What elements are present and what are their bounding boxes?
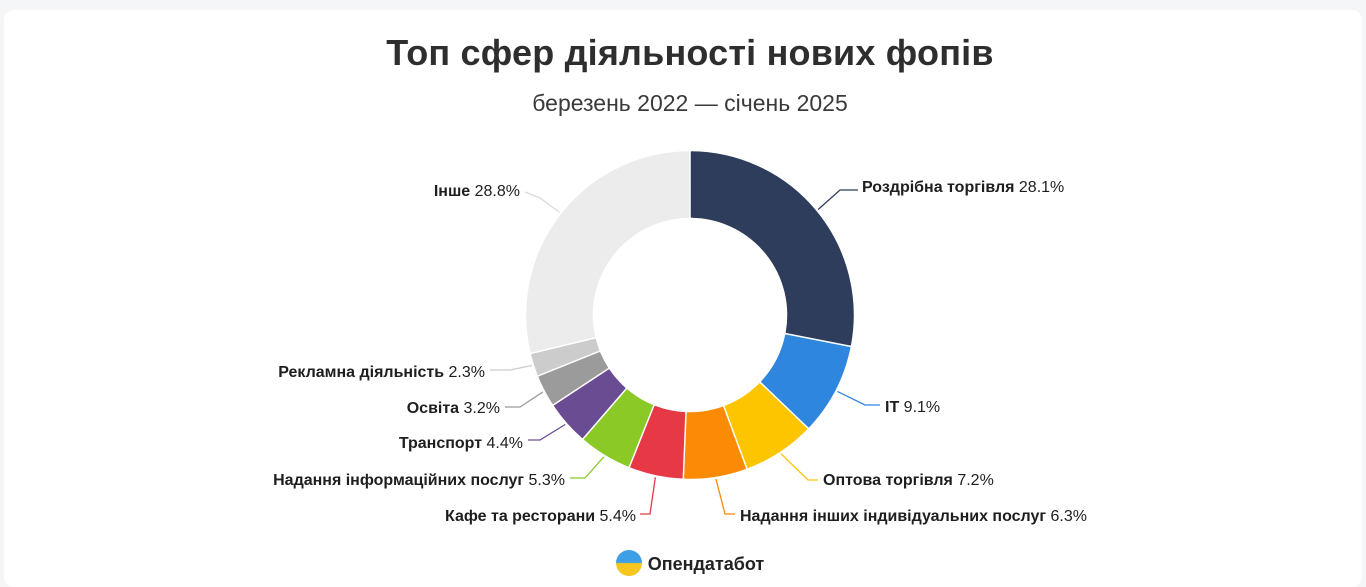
slice-1 xyxy=(761,334,851,428)
slice-label-6: Транспорт 4.4% xyxy=(399,435,523,452)
slice-label-name: Оптова торгівля xyxy=(823,472,957,489)
slice-8 xyxy=(531,338,600,376)
slice-label-value: 28.1% xyxy=(1019,179,1064,196)
slice-label-name: Надання інших індивідуальних послуг xyxy=(740,508,1051,525)
chart-card xyxy=(4,10,1362,587)
slice-label-value: 7.2% xyxy=(957,472,993,489)
slice-7 xyxy=(538,352,609,405)
leader-line-2 xyxy=(780,453,818,481)
slice-9 xyxy=(526,151,690,353)
slice-label-value: 2.3% xyxy=(449,364,485,381)
slice-5 xyxy=(583,389,654,467)
slice-4 xyxy=(630,405,686,479)
brand-footer: Опендатабот xyxy=(0,550,1366,578)
slice-2 xyxy=(724,383,808,469)
slice-3 xyxy=(684,406,746,479)
slice-label-value: 28.8% xyxy=(475,183,520,200)
slice-label-value: 5.4% xyxy=(600,508,636,525)
slice-label-8: Рекламна діяльність 2.3% xyxy=(278,364,485,381)
slice-label-name: Рекламна діяльність xyxy=(278,364,448,381)
slice-label-name: Роздрібна торгівля xyxy=(862,179,1019,196)
slice-0 xyxy=(690,151,854,346)
slice-label-value: 3.2% xyxy=(464,400,500,417)
slice-label-9: Інше 28.8% xyxy=(434,183,520,200)
leader-line-7 xyxy=(505,391,544,408)
slice-label-7: Освіта 3.2% xyxy=(407,400,500,417)
chart-subtitle: березень 2022 — січень 2025 xyxy=(532,90,848,116)
slice-label-3: Надання інших індивідуальних послуг 6.3% xyxy=(740,508,1087,525)
leader-line-9 xyxy=(524,191,560,213)
leader-line-3 xyxy=(715,478,735,515)
slice-label-name: Інше xyxy=(434,183,475,200)
leader-line-0 xyxy=(817,189,858,210)
slice-label-value: 6.3% xyxy=(1051,508,1087,525)
leader-line-4 xyxy=(640,477,656,515)
leader-line-6 xyxy=(528,423,566,441)
slice-label-name: Транспорт xyxy=(399,435,487,452)
slice-label-name: IT xyxy=(885,399,904,416)
slice-label-4: Кафе та ресторани 5.4% xyxy=(445,508,636,525)
slice-label-name: Надання інформаційних послуг xyxy=(273,472,528,489)
slice-label-name: Кафе та ресторани xyxy=(445,508,600,525)
chart-title: Топ сфер діяльності нових фопів xyxy=(386,32,994,73)
slice-label-name: Освіта xyxy=(407,400,464,417)
slice-label-value: 4.4% xyxy=(487,435,523,452)
leader-line-8 xyxy=(490,364,532,371)
brand-name: Опендатабот xyxy=(647,553,765,574)
slice-label-0: Роздрібна торгівля 28.1% xyxy=(862,179,1064,196)
slice-6 xyxy=(553,369,626,439)
slice-label-5: Надання інформаційних послуг 5.3% xyxy=(273,472,565,489)
opendatabot-logo-icon xyxy=(615,550,642,576)
slice-label-value: 5.3% xyxy=(529,472,565,489)
slice-label-2: Оптова торгівля 7.2% xyxy=(823,472,994,489)
slice-label-value: 9.1% xyxy=(904,399,940,416)
slice-label-1: IT 9.1% xyxy=(885,399,940,416)
leader-line-5 xyxy=(570,456,605,479)
leader-line-1 xyxy=(837,390,880,406)
